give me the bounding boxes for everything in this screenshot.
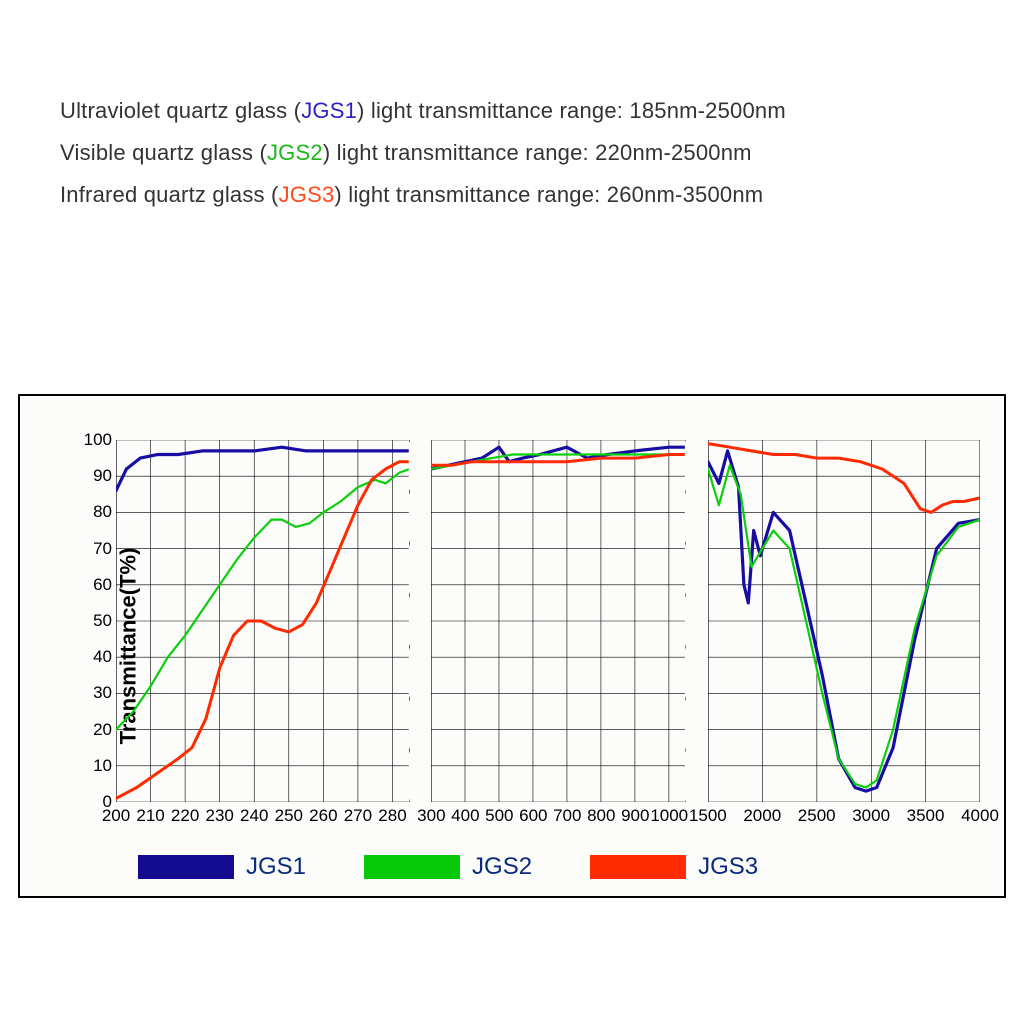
desc-3-suffix: ) light transmittance range: 260nm-3500n… (334, 182, 763, 207)
x-tick: 280 (378, 806, 406, 826)
x-tick: 600 (519, 806, 547, 826)
x-tick: 700 (553, 806, 581, 826)
plot-area (116, 440, 980, 802)
x-ticks: 2002102202302402502602702803004005006007… (116, 806, 980, 830)
y-tick: 20 (76, 720, 112, 740)
y-tick: 90 (76, 466, 112, 486)
desc-3-prefix: Infrared quartz glass ( (60, 182, 279, 207)
legend-swatch (364, 855, 460, 879)
y-tick: 70 (76, 539, 112, 559)
x-tick: 250 (275, 806, 303, 826)
desc-line-1: Ultraviolet quartz glass (JGS1) light tr… (60, 90, 960, 132)
x-tick: 400 (451, 806, 479, 826)
x-tick: 220 (171, 806, 199, 826)
y-tick: 30 (76, 683, 112, 703)
desc-2-suffix: ) light transmittance range: 220nm-2500n… (323, 140, 752, 165)
y-tick: 100 (76, 430, 112, 450)
desc-1-suffix: ) light transmittance range: 185nm-2500n… (357, 98, 786, 123)
y-tick: 50 (76, 611, 112, 631)
y-ticks: 0102030405060708090100 (76, 440, 116, 802)
legend-item: JGS3 (590, 853, 758, 881)
x-tick: 2000 (743, 806, 781, 826)
x-tick: 1500 (689, 806, 727, 826)
x-tick: 3000 (852, 806, 890, 826)
desc-2-code: JGS2 (267, 140, 323, 165)
x-tick: 3500 (907, 806, 945, 826)
x-tick: 240 (240, 806, 268, 826)
series-JGS3 (708, 444, 980, 513)
desc-2-prefix: Visible quartz glass ( (60, 140, 267, 165)
y-tick: 10 (76, 756, 112, 776)
description-block: Ultraviolet quartz glass (JGS1) light tr… (60, 90, 960, 215)
x-tick: 300 (417, 806, 445, 826)
chart-panel (116, 440, 410, 802)
legend: JGS1 JGS2 JGS3 (138, 850, 938, 884)
x-tick: 800 (587, 806, 615, 826)
y-tick: 60 (76, 575, 112, 595)
chart-panel (431, 440, 686, 802)
legend-label: JGS2 (472, 853, 532, 881)
y-tick: 80 (76, 502, 112, 522)
x-tick: 210 (136, 806, 164, 826)
desc-3-code: JGS3 (279, 182, 335, 207)
x-tick: 270 (344, 806, 372, 826)
x-tick: 1000 (650, 806, 688, 826)
y-tick: 40 (76, 647, 112, 667)
series-JGS2 (708, 465, 980, 787)
x-tick: 200 (102, 806, 130, 826)
transmittance-chart: Transmittance(T%) 0102030405060708090100… (18, 394, 1006, 898)
x-tick: 2500 (798, 806, 836, 826)
desc-line-2: Visible quartz glass (JGS2) light transm… (60, 132, 960, 174)
x-tick: 900 (621, 806, 649, 826)
desc-line-3: Infrared quartz glass (JGS3) light trans… (60, 174, 960, 216)
legend-item: JGS2 (364, 853, 532, 881)
desc-1-code: JGS1 (301, 98, 357, 123)
legend-swatch (138, 855, 234, 879)
legend-swatch (590, 855, 686, 879)
desc-1-prefix: Ultraviolet quartz glass ( (60, 98, 301, 123)
x-tick: 230 (205, 806, 233, 826)
legend-label: JGS1 (246, 853, 306, 881)
legend-item: JGS1 (138, 853, 306, 881)
legend-label: JGS3 (698, 853, 758, 881)
chart-panel (708, 440, 980, 802)
series-JGS2 (116, 469, 410, 730)
x-tick: 4000 (961, 806, 999, 826)
x-tick: 500 (485, 806, 513, 826)
x-tick: 260 (309, 806, 337, 826)
